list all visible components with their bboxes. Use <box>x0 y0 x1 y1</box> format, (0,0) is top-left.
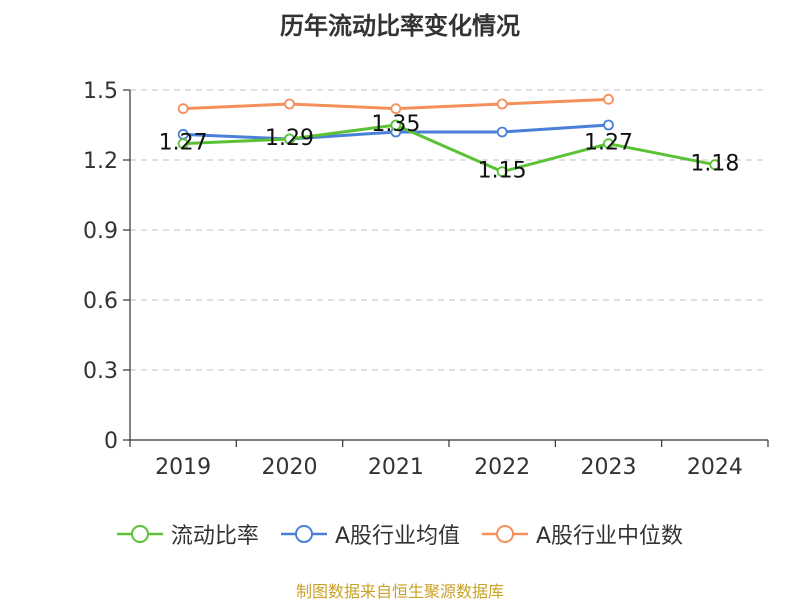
y-tick-label: 0 <box>104 429 118 454</box>
y-tick-label: 1.5 <box>83 79 118 104</box>
x-tick-label: 2021 <box>368 455 424 480</box>
x-tick-label: 2024 <box>687 455 743 480</box>
data-point[interactable] <box>390 103 402 115</box>
data-point[interactable] <box>603 119 614 131</box>
legend-marker-green <box>116 525 163 543</box>
data-label: 1.27 <box>584 131 633 156</box>
legend-marker-blue <box>280 525 327 543</box>
x-tick-label: 2020 <box>262 455 318 480</box>
legend-label: 流动比率 <box>170 524 259 549</box>
legend: 流动比率 A股行业均值 A股行业中位数 <box>0 518 800 550</box>
grid-lines <box>130 89 768 371</box>
x-tick-label: 2019 <box>155 455 211 480</box>
data-point[interactable] <box>284 133 295 145</box>
data-label: 1.27 <box>159 131 208 156</box>
chart-title: 历年流动比率变化情况 <box>280 12 520 40</box>
data-point[interactable] <box>496 126 508 138</box>
legend-item-industry-median[interactable]: A股行业中位数 <box>482 518 683 550</box>
y-tick-label: 0.3 <box>83 359 118 384</box>
data-label: 1.18 <box>690 152 739 177</box>
x-tick-label: 2022 <box>474 455 530 480</box>
data-point[interactable] <box>284 98 295 110</box>
legend-label: A股行业均值 <box>334 524 460 549</box>
data-point[interactable] <box>496 98 508 110</box>
y-tick-label: 0.9 <box>83 219 118 244</box>
data-point[interactable] <box>496 166 508 178</box>
data-point[interactable] <box>709 159 721 171</box>
legend-label: A股行业中位数 <box>536 524 684 549</box>
data-label: 1.35 <box>371 112 420 137</box>
x-tick-label: 2023 <box>581 455 637 480</box>
source-footnote: 制图数据来自恒生聚源数据库 <box>295 582 504 601</box>
line-chart: 0 0.3 0.6 0.9 1.2 1.5 2019 2020 2021 2022 2023 2024… <box>83 79 769 480</box>
data-point[interactable] <box>390 119 402 131</box>
data-point[interactable] <box>603 138 614 150</box>
data-labels: 1.27 1.29 1.35 1.15 1.27 1.18 <box>159 112 740 184</box>
legend-item-industry-mean[interactable]: A股行业均值 <box>280 518 460 550</box>
data-point[interactable] <box>603 93 614 105</box>
series-lines <box>177 93 721 178</box>
axes: 0 0.3 0.6 0.9 1.2 1.5 2019 2020 2021 2022 2023 2024 <box>83 79 769 480</box>
legend-item-current-ratio[interactable]: 流动比率 <box>116 518 259 550</box>
data-label: 1.15 <box>478 159 527 184</box>
y-tick-label: 1.2 <box>83 149 118 174</box>
y-tick-label: 0.6 <box>83 289 118 314</box>
legend-marker-orange <box>482 525 528 543</box>
data-point[interactable] <box>177 138 189 150</box>
data-point[interactable] <box>177 103 189 115</box>
data-label: 1.29 <box>265 126 314 151</box>
series-line <box>183 123 716 174</box>
